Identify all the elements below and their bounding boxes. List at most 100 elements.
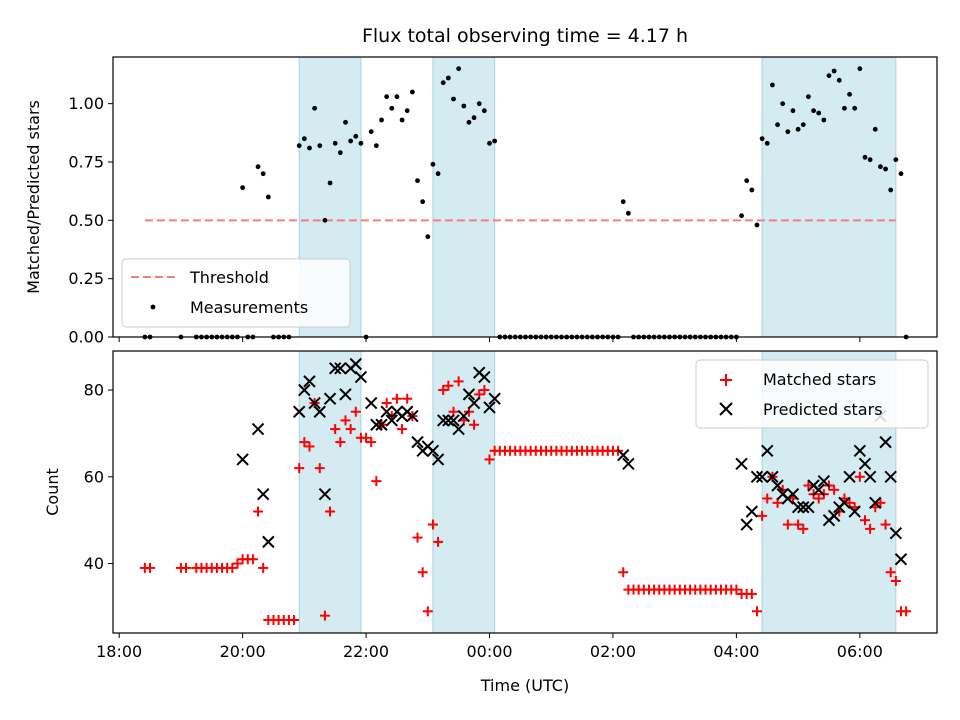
measurement-point: [867, 157, 873, 163]
predicted-star-point: [869, 496, 882, 510]
measurement-point: [327, 180, 333, 186]
measurement-point: [240, 185, 246, 191]
predicted-star-point: [745, 505, 759, 518]
predicted-star-point: [622, 457, 635, 471]
matched-star-point: [412, 532, 423, 543]
measurement-point: [415, 178, 420, 184]
x-tick-label: 06:00: [837, 642, 883, 661]
measurement-point: [878, 164, 883, 170]
matched-star-point: [890, 575, 901, 586]
predicted-star-point: [838, 496, 851, 510]
measurement-point: [883, 166, 888, 172]
matched-star-point: [381, 398, 392, 409]
top-panel: Flux total observing time = 4.17 h 0.000…: [24, 25, 938, 347]
top-y-axis-label: Matched/Predicted stars: [24, 100, 43, 294]
measurement-point: [456, 66, 462, 72]
measurement-point: [487, 140, 492, 146]
matched-star-point: [319, 610, 330, 621]
matched-star-point: [247, 554, 258, 565]
measurement-point: [373, 143, 379, 149]
matched-star-point: [901, 606, 912, 617]
predicted-star-point: [853, 444, 867, 457]
measurement-point: [435, 171, 441, 177]
matched-star-point: [350, 406, 361, 417]
predicted-star-point: [339, 388, 352, 401]
predicted-star-point: [323, 392, 337, 405]
predicted-star-point: [303, 375, 316, 388]
predicted-star-point: [354, 370, 368, 384]
measurement-point: [852, 105, 858, 111]
measurement-point: [466, 119, 472, 125]
matched-star-point: [330, 424, 341, 435]
x-tick-label: 18:00: [96, 642, 142, 661]
measurement-point: [353, 133, 359, 139]
top-y-ticks: 0.00 0.25 0.50 0.75 1.00: [68, 94, 113, 347]
measurement-point: [296, 143, 302, 149]
matched-star-point: [345, 424, 356, 435]
predicted-star-point: [365, 396, 378, 410]
legend-matched-label: Matched stars: [763, 370, 876, 389]
matched-star-point: [340, 415, 351, 426]
measurement-point: [384, 94, 390, 100]
predicted-star-point: [889, 527, 903, 540]
matched-star-point: [829, 484, 840, 495]
matched-star-point: [469, 419, 480, 430]
x-tick-label: 02:00: [590, 642, 636, 661]
matched-star-point: [798, 523, 809, 534]
measurement-point: [898, 171, 904, 177]
shaded-interval-2: [761, 56, 897, 338]
matched-star-point: [397, 424, 408, 435]
matched-star-point: [289, 614, 300, 625]
matched-star-point: [757, 510, 768, 521]
measurement-point: [420, 199, 426, 205]
predicted-star-point: [385, 414, 398, 427]
top-x-ticks: [118, 337, 861, 342]
legend-predicted-label: Predicted stars: [763, 400, 883, 419]
matched-star-point: [299, 437, 310, 448]
legend-measurements-label: Measurements: [190, 298, 308, 317]
measurement-point: [872, 126, 878, 132]
measurement-point: [476, 101, 482, 107]
measurement-point: [492, 138, 498, 144]
predicted-star-point: [755, 470, 769, 484]
predicted-star-point: [827, 509, 841, 523]
measurement-point: [847, 91, 852, 97]
predicted-star-point: [292, 405, 306, 418]
y-tick-label: 40: [84, 554, 104, 573]
matched-star-point: [258, 562, 269, 573]
measurement-point: [430, 161, 436, 167]
measurement-point: [893, 157, 899, 163]
bottom-legend[interactable]: Matched stars Predicted stars: [695, 359, 929, 429]
matched-star-point: [253, 506, 264, 517]
matched-star-point: [453, 376, 464, 387]
matched-star-point: [422, 606, 433, 617]
measurement-point: [332, 140, 338, 146]
matched-star-point: [232, 558, 243, 569]
measurement-point: [785, 129, 791, 135]
predicted-star-point: [462, 388, 476, 401]
matched-star-point: [751, 606, 762, 617]
predicted-star-point: [488, 392, 501, 405]
measurement-point: [744, 178, 750, 184]
predicted-star-point: [318, 487, 332, 501]
matched-star-point: [618, 567, 629, 578]
measurement-point: [348, 138, 354, 144]
predicted-star-point: [740, 518, 753, 531]
measurement-point: [780, 101, 786, 107]
matched-star-point: [443, 380, 454, 391]
matched-star-point: [782, 519, 793, 530]
predicted-star-point: [858, 457, 872, 471]
top-legend-box: [121, 258, 351, 328]
matched-star-point: [145, 562, 156, 573]
measurement-point: [404, 108, 410, 114]
predicted-star-point: [256, 487, 270, 501]
top-legend[interactable]: Threshold Measurements: [121, 258, 351, 328]
measurement-point: [337, 150, 343, 156]
measurement-point: [857, 66, 863, 72]
matched-star-point: [227, 562, 238, 573]
predicted-star-point: [761, 444, 774, 457]
bottom-y-ticks: 40 60 80: [84, 381, 113, 573]
predicted-star-point: [380, 405, 393, 418]
matched-star-point: [438, 385, 449, 396]
